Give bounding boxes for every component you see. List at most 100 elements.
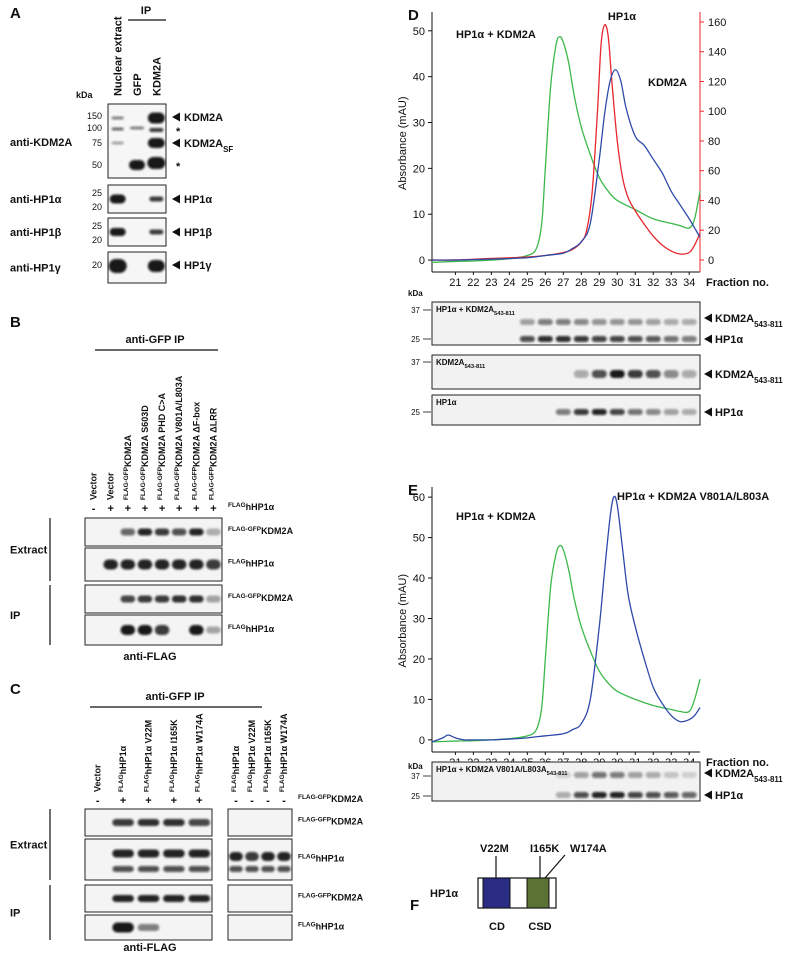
treatment-sign: + bbox=[107, 503, 113, 515]
band bbox=[120, 595, 136, 603]
label-text: KDM2A S603D bbox=[140, 405, 150, 467]
band bbox=[645, 336, 661, 342]
mw-marker: 150 bbox=[87, 111, 102, 121]
band bbox=[609, 370, 625, 378]
label-text: KDM2A bbox=[715, 313, 754, 325]
band bbox=[171, 595, 187, 603]
label-sup: FLAG-GFP bbox=[174, 466, 181, 500]
band bbox=[188, 866, 210, 872]
band bbox=[229, 852, 243, 861]
band bbox=[149, 229, 164, 235]
x-tick-label: 25 bbox=[521, 277, 533, 289]
panel-label: B bbox=[10, 314, 21, 331]
y2-tick-label: 40 bbox=[708, 195, 720, 207]
blot-label: FLAGhHP1α bbox=[298, 853, 345, 864]
treatment-sign: + bbox=[193, 503, 199, 515]
band bbox=[137, 528, 153, 536]
blot-label: FLAG-GFPKDM2A bbox=[298, 892, 364, 903]
mw-marker: 37 bbox=[411, 306, 420, 315]
arrowhead bbox=[172, 138, 180, 148]
label-text: hHP1α bbox=[316, 922, 345, 932]
series-line bbox=[431, 36, 701, 264]
band bbox=[555, 772, 571, 778]
blot-label: FLAGhHP1α bbox=[228, 624, 275, 635]
lane-label: GFP bbox=[132, 73, 144, 96]
band bbox=[681, 319, 697, 325]
ip-header: anti-GFP IP bbox=[125, 334, 184, 346]
arrowhead bbox=[704, 313, 712, 323]
band bbox=[261, 866, 275, 872]
band bbox=[112, 866, 134, 872]
band bbox=[137, 895, 160, 902]
label-text: KDM2A bbox=[184, 138, 223, 150]
band bbox=[537, 336, 553, 342]
x-tick-label: 22 bbox=[467, 277, 479, 289]
band bbox=[277, 866, 291, 872]
label-text: KDM2A bbox=[331, 893, 364, 903]
band bbox=[555, 792, 571, 798]
x-tick-label: 21 bbox=[449, 277, 461, 289]
band bbox=[137, 595, 153, 603]
band bbox=[171, 528, 187, 536]
domain-label: CSD bbox=[528, 921, 551, 933]
band bbox=[627, 409, 643, 415]
kda-label: kDa bbox=[408, 289, 423, 298]
label-sup: FLAG-GFP bbox=[208, 466, 215, 500]
y-tick-label: 0 bbox=[419, 255, 425, 267]
treatment-sign: + bbox=[145, 795, 151, 807]
series-line bbox=[431, 24, 701, 261]
lane-label: FLAGhHP1α bbox=[118, 745, 129, 792]
antibody-label: anti-HP1γ bbox=[10, 263, 62, 275]
series-label: HP1α + KDM2A V801A/L803A bbox=[617, 491, 769, 503]
label-sup: FLAG bbox=[298, 921, 316, 928]
label-text: hHP1α bbox=[118, 745, 128, 774]
treatment-sign: + bbox=[176, 503, 182, 515]
band bbox=[627, 792, 643, 798]
band bbox=[573, 336, 589, 342]
treatment-sign: - bbox=[92, 503, 96, 515]
lane-label: Nuclear extract bbox=[113, 16, 125, 96]
band bbox=[645, 792, 661, 798]
label-sup: FLAG-GFP bbox=[228, 593, 262, 600]
band bbox=[163, 849, 185, 858]
x-tick-label: 34 bbox=[683, 277, 695, 289]
x-tick-label: 30 bbox=[611, 277, 623, 289]
band bbox=[189, 625, 204, 635]
band bbox=[206, 626, 221, 634]
arrowhead bbox=[172, 260, 180, 270]
blot bbox=[84, 517, 223, 547]
mutation-label: I165K bbox=[530, 843, 559, 855]
band bbox=[111, 127, 124, 131]
mw-marker: 37 bbox=[411, 358, 420, 367]
band bbox=[112, 819, 134, 826]
band bbox=[163, 895, 185, 902]
label-sup: FLAG bbox=[143, 774, 150, 792]
treatment-sign: + bbox=[125, 503, 131, 515]
band bbox=[681, 792, 697, 798]
y2-tick-label: 120 bbox=[708, 76, 726, 88]
ip-label: IP bbox=[141, 5, 151, 17]
arrowhead bbox=[704, 334, 712, 344]
mw-marker: 37 bbox=[411, 772, 420, 781]
band bbox=[147, 138, 165, 148]
lane-label: Vector bbox=[106, 472, 116, 500]
x-tick-label: 32 bbox=[647, 277, 659, 289]
band bbox=[645, 319, 661, 325]
band bbox=[189, 528, 204, 536]
band bbox=[645, 772, 661, 778]
panel-label: D bbox=[408, 7, 419, 24]
band bbox=[137, 625, 153, 635]
band bbox=[129, 160, 145, 170]
label-sup: FLAG-GFP bbox=[298, 794, 332, 801]
lane-label: FLAGhHP1α bbox=[231, 745, 242, 792]
series-label: HP1α + KDM2A bbox=[456, 511, 536, 523]
label-sub: 543-811 bbox=[494, 311, 516, 317]
band bbox=[663, 370, 679, 378]
label-sup: FLAG bbox=[194, 774, 201, 792]
lane-label: FLAG-GFPKDM2A V801A/L803A bbox=[174, 375, 185, 500]
band bbox=[188, 849, 211, 858]
label-sup: FLAG bbox=[231, 774, 238, 792]
antibody-footer: anti-FLAG bbox=[123, 942, 176, 954]
blot-title: HP1α bbox=[436, 398, 457, 407]
